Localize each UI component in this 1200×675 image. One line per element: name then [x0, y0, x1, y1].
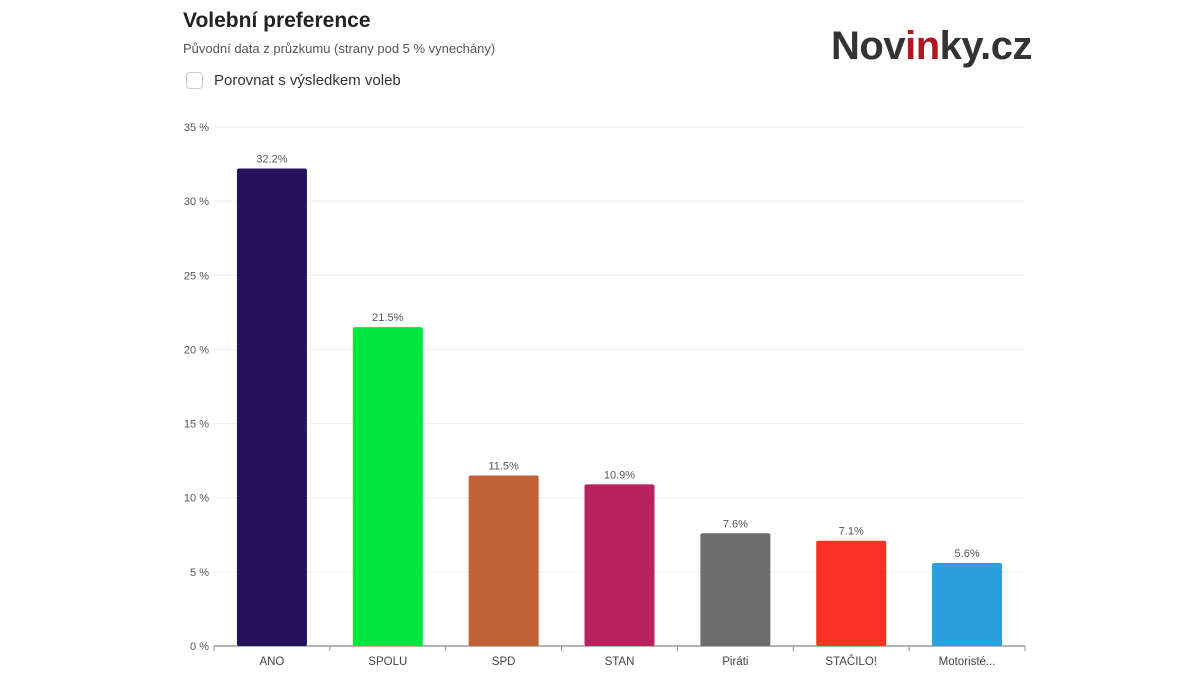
x-tick-label: SPD	[492, 656, 516, 668]
y-tick-label: 30 %	[184, 196, 209, 208]
y-tick-label: 15 %	[184, 419, 209, 431]
y-tick-label: 0 %	[190, 641, 209, 653]
bar-spd	[468, 475, 539, 646]
chart-title: Volební preference	[183, 9, 371, 32]
compare-with-results-checkbox[interactable]: Porovnat s výsledkem voleb	[186, 72, 401, 89]
novinky-logo: Novinky.cz	[831, 24, 1033, 68]
bar-motorist	[932, 562, 1003, 646]
compare-checkbox-label[interactable]: Porovnat s výsledkem voleb	[214, 72, 401, 89]
x-tick-label: ANO	[259, 656, 284, 668]
data-label: 5.6%	[955, 548, 980, 560]
y-tick-label: 35 %	[184, 122, 209, 134]
y-tick-label: 20 %	[184, 344, 209, 356]
bar-spolu	[352, 327, 423, 646]
y-tick-label: 5 %	[190, 567, 209, 579]
data-label: 21.5%	[372, 312, 403, 324]
data-label: 10.9%	[604, 469, 635, 481]
data-label: 32.2%	[256, 154, 287, 166]
data-label: 7.6%	[723, 518, 748, 530]
data-label: 11.5%	[488, 460, 519, 472]
x-tick-label: STAČILO!	[825, 655, 877, 668]
x-tick-label: Piráti	[722, 656, 748, 668]
bar-stan	[584, 484, 655, 646]
x-tick-label: STAN	[605, 656, 635, 668]
y-tick-label: 10 %	[184, 493, 209, 505]
bar-pirti	[700, 533, 771, 646]
chart-subtitle: Původní data z průzkumu (strany pod 5 % …	[183, 41, 496, 56]
bar-stailo	[816, 540, 887, 646]
x-tick-label: Motoristé...	[939, 656, 996, 668]
checkbox-box[interactable]	[186, 72, 203, 89]
y-tick-label: 25 %	[184, 270, 209, 282]
data-label: 7.1%	[839, 526, 864, 538]
bar-ano	[236, 168, 307, 646]
x-tick-label: SPOLU	[368, 656, 407, 668]
